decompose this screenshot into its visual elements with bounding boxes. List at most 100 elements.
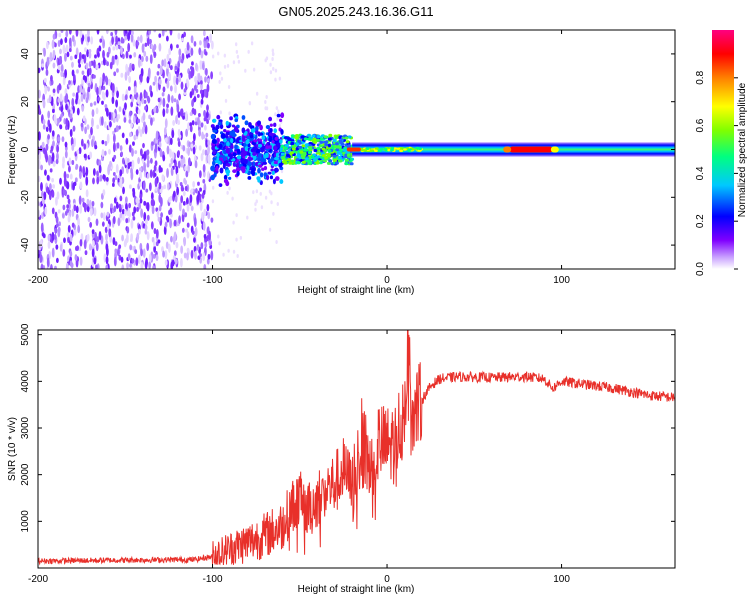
noise-blob	[82, 166, 86, 176]
signal-blob	[263, 166, 268, 171]
noise-blob	[239, 235, 243, 240]
noise-blob	[100, 116, 104, 126]
noise-blob	[91, 109, 95, 118]
noise-blob	[146, 231, 150, 241]
noise-blob	[202, 251, 206, 262]
noise-blob	[146, 76, 150, 84]
noise-blob	[133, 206, 137, 214]
noise-blob	[55, 223, 59, 228]
noise-blob	[87, 85, 91, 93]
noise-blob	[153, 227, 157, 235]
noise-blob	[119, 195, 123, 202]
noise-blob	[166, 80, 170, 89]
y-tick-label: -40	[20, 237, 31, 252]
noise-blob	[78, 51, 82, 62]
noise-blob	[38, 107, 41, 114]
signal-blob	[327, 137, 332, 141]
noise-blob	[210, 250, 214, 261]
noise-blob	[178, 93, 181, 101]
signal-blob	[218, 143, 223, 150]
signal-blob	[340, 142, 345, 146]
signal-blob	[258, 132, 264, 136]
signal-blob	[213, 172, 217, 177]
noise-blob	[101, 91, 105, 100]
noise-blob	[74, 254, 78, 261]
signal-blob	[285, 153, 290, 157]
noise-blob	[138, 202, 142, 210]
noise-blob	[120, 72, 124, 78]
noise-blob	[155, 130, 159, 141]
noise-blob	[104, 75, 108, 83]
noise-blob	[98, 45, 102, 52]
noise-blob	[200, 152, 204, 162]
noise-blob	[176, 186, 180, 196]
noise-blob	[38, 209, 41, 218]
noise-blob	[135, 129, 139, 137]
noise-blob	[151, 236, 155, 243]
noise-blob	[79, 256, 83, 266]
signal-blob	[234, 144, 238, 149]
noise-blob	[81, 70, 85, 75]
noise-blob	[138, 228, 141, 235]
noise-blob	[112, 117, 116, 123]
noise-blob	[67, 198, 71, 205]
noise-blob	[187, 157, 191, 166]
noise-blob	[96, 176, 100, 185]
noise-blob	[137, 96, 140, 105]
noise-blob	[49, 183, 52, 191]
noise-blob	[59, 58, 63, 65]
noise-blob	[150, 198, 154, 207]
noise-blob	[175, 114, 178, 125]
signal-blob	[283, 136, 288, 140]
noise-blob	[59, 48, 62, 55]
y-tick-label: 1000	[20, 510, 31, 533]
noise-blob	[62, 44, 66, 55]
signal-blob	[271, 170, 275, 176]
noise-blob	[121, 157, 125, 165]
noise-blob	[259, 191, 262, 196]
noise-blob	[169, 137, 173, 146]
noise-blob	[175, 241, 179, 249]
signal-blob	[219, 167, 224, 174]
noise-blob	[55, 196, 58, 206]
signal-blob	[374, 147, 379, 150]
noise-blob	[124, 94, 128, 101]
noise-blob	[151, 141, 154, 146]
noise-blob	[112, 171, 116, 176]
noise-blob	[184, 111, 188, 122]
noise-blob	[57, 64, 61, 71]
noise-blob	[63, 237, 66, 244]
noise-blob	[139, 171, 143, 180]
noise-blob	[181, 227, 185, 233]
noise-blob	[148, 261, 152, 269]
noise-blob	[135, 169, 139, 175]
noise-blob	[177, 120, 181, 126]
noise-blob	[170, 157, 174, 165]
signal-blob	[346, 153, 351, 157]
noise-blob	[237, 59, 241, 64]
noise-blob	[158, 182, 162, 190]
signal-blob	[344, 162, 349, 166]
noise-blob	[84, 126, 87, 135]
noise-blob	[42, 119, 46, 125]
signal-blob	[257, 156, 261, 163]
noise-blob	[53, 233, 57, 241]
noise-blob	[199, 60, 203, 66]
signal-blob	[240, 166, 246, 170]
noise-blob	[203, 233, 207, 239]
noise-blob	[136, 232, 140, 241]
noise-blob	[76, 69, 79, 74]
noise-blob	[203, 40, 207, 49]
noise-blob	[56, 152, 59, 161]
noise-blob	[47, 134, 51, 140]
noise-blob	[44, 206, 48, 216]
noise-blob	[166, 53, 170, 61]
signal-blob	[265, 145, 270, 150]
noise-blob	[97, 51, 100, 58]
signal-blob	[244, 120, 249, 126]
signal-blob	[290, 141, 295, 146]
signal-blob	[222, 163, 226, 170]
noise-blob	[56, 191, 60, 200]
noise-blob	[98, 164, 102, 174]
noise-blob	[270, 200, 273, 205]
